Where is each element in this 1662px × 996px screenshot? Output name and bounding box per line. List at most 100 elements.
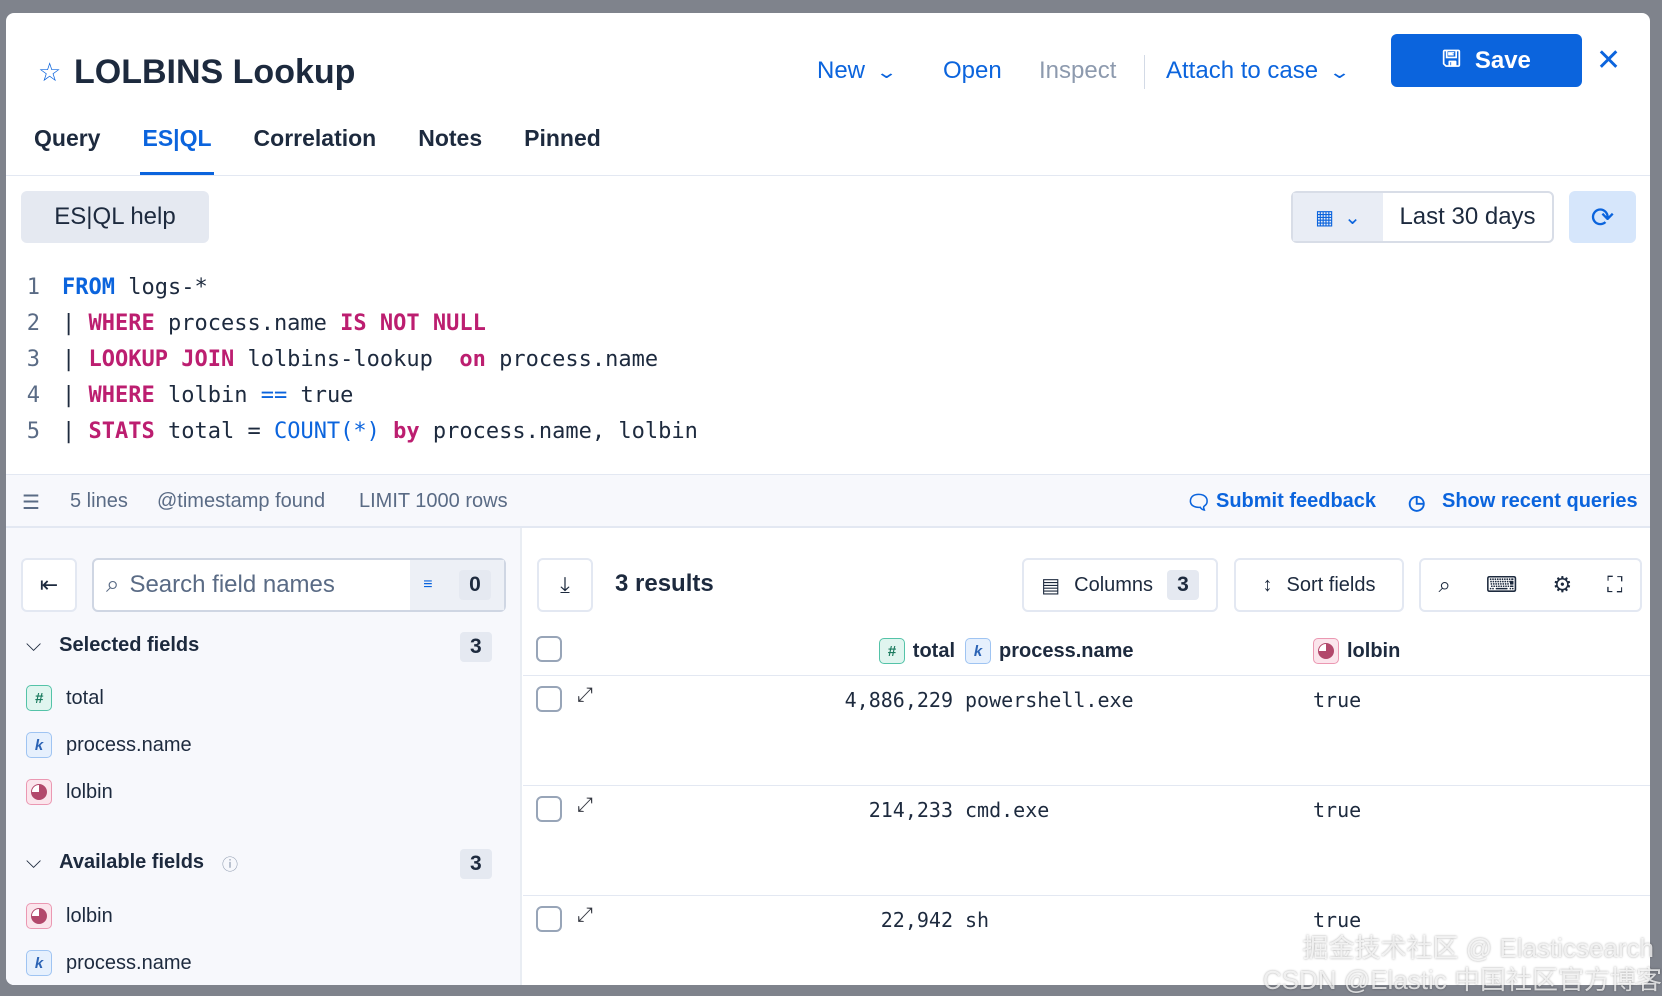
- columns-button[interactable]: ▤ Columns 3: [1022, 558, 1218, 612]
- query-editor[interactable]: 1 FROM logs-* 2 | WHERE process.name IS NOT…: [6, 269, 698, 449]
- fullscreen-icon[interactable]: ⛶: [1607, 572, 1623, 597]
- code-token: |: [62, 310, 89, 336]
- filter-icon: ≡: [423, 576, 433, 593]
- search-icon[interactable]: ⌕: [1438, 572, 1451, 597]
- timestamp-status: @timestamp found: [157, 490, 326, 512]
- sort-icon: ↕: [1262, 573, 1273, 596]
- tab-query[interactable]: Query: [34, 125, 101, 151]
- field-name: lolbin: [66, 780, 113, 803]
- download-button[interactable]: ⤓: [537, 558, 593, 612]
- row-checkbox[interactable]: [536, 906, 562, 932]
- feedback-icon[interactable]: 🗨: [1186, 492, 1212, 514]
- code-line[interactable]: 3 | LOOKUP JOIN lolbins-lookup on process…: [6, 341, 698, 377]
- field-item[interactable]: lolbin: [26, 903, 113, 929]
- show-recent-queries-link[interactable]: Show recent queries: [1442, 490, 1638, 512]
- code-line[interactable]: 1 FROM logs-*: [6, 269, 698, 305]
- tab-notes[interactable]: Notes: [418, 125, 483, 151]
- cell-lolbin: true: [1313, 798, 1362, 822]
- esql-help-button[interactable]: ES|QL help: [21, 191, 209, 243]
- display-settings-icon[interactable]: ⚙: [1552, 572, 1573, 597]
- row-checkbox[interactable]: [536, 796, 562, 822]
- cell-process-name: sh: [965, 908, 990, 932]
- collapse-icon: ⇤: [39, 572, 59, 597]
- submit-feedback-link[interactable]: Submit feedback: [1216, 490, 1377, 512]
- code-token: WHERE: [88, 382, 155, 408]
- refresh-button[interactable]: ⟳: [1569, 191, 1636, 243]
- date-range[interactable]: Last 30 days: [1399, 203, 1536, 230]
- field-name: process.name: [66, 951, 192, 974]
- sort-fields-button[interactable]: ↕ Sort fields: [1234, 558, 1404, 612]
- keyword-type-icon: k: [26, 732, 52, 758]
- divider: [6, 175, 1650, 176]
- select-all-checkbox[interactable]: [536, 636, 562, 662]
- column-header-total[interactable]: # total: [853, 638, 955, 664]
- code-token: process.name: [485, 346, 659, 372]
- line-number: 3: [26, 346, 40, 372]
- history-icon[interactable]: ◷: [1408, 492, 1426, 514]
- tab-pinned[interactable]: Pinned: [524, 125, 601, 151]
- field-sidebar: ⇤ ⌕ Search field names ≡ 0 ⌵ Selected field…: [6, 528, 522, 985]
- code-token: logs-*: [114, 274, 208, 300]
- header-label: lolbin: [1347, 639, 1401, 662]
- code-line[interactable]: 2 | WHERE process.name IS NOT NULL: [6, 305, 698, 341]
- results-grid: ⤓ 3 results ▤ Columns 3 ↕ Sort fields ⌕ ⌨ ⚙ ⛶ …: [523, 528, 1650, 985]
- search-field-names[interactable]: ⌕ Search field names ≡ 0: [92, 558, 506, 612]
- help-icon[interactable]: ⓘ: [222, 857, 239, 874]
- field-item[interactable]: k process.name: [26, 950, 192, 976]
- row-checkbox[interactable]: [536, 686, 562, 712]
- code-token: |: [62, 382, 89, 408]
- field-name: total: [66, 686, 104, 709]
- save-icon: 🖫: [1442, 45, 1461, 71]
- table-icon: ▤: [1041, 574, 1061, 597]
- calendar-icon[interactable]: ▦ ⌄: [1293, 193, 1383, 241]
- columns-label: Columns: [1074, 573, 1154, 596]
- attach-to-case-button[interactable]: Attach to case ⌄: [1166, 57, 1351, 85]
- line-number: 2: [26, 310, 40, 336]
- table-row[interactable]: ⤢ 4,886,229 powershell.exe true: [523, 675, 1650, 785]
- collapse-sidebar-button[interactable]: ⇤: [21, 558, 77, 612]
- inspect-button[interactable]: Inspect: [1039, 57, 1117, 84]
- open-button[interactable]: Open: [943, 57, 1002, 84]
- boolean-type-icon: [26, 903, 52, 929]
- new-button[interactable]: New ⌄: [817, 57, 898, 85]
- field-item[interactable]: lolbin: [26, 779, 113, 805]
- favorite-star-icon[interactable]: ☆: [38, 57, 62, 87]
- table-row[interactable]: ⤢ 214,233 cmd.exe true: [523, 785, 1650, 895]
- chevron-down-icon: ⌄: [1344, 206, 1361, 229]
- search-input[interactable]: Search field names: [129, 571, 335, 598]
- page-title: LOLBINS Lookup: [74, 53, 356, 91]
- code-line[interactable]: 4 | WHERE lolbin == true: [6, 377, 698, 413]
- wrap-lines-icon[interactable]: ☰: [22, 492, 40, 514]
- code-token: STATS: [88, 418, 155, 444]
- code-line[interactable]: 5 | STATS total = COUNT(*) by process.nam…: [6, 413, 698, 449]
- keyboard-icon[interactable]: ⌨: [1485, 572, 1518, 597]
- available-fields-toggle[interactable]: ⌵ Available fields ⓘ: [26, 851, 238, 875]
- field-item[interactable]: # total: [26, 685, 104, 711]
- selected-fields-toggle[interactable]: ⌵ Selected fields: [26, 634, 199, 657]
- code-token: FROM: [62, 274, 115, 300]
- number-type-icon: #: [26, 685, 52, 711]
- expand-icon[interactable]: ⤢: [577, 904, 593, 926]
- expand-icon[interactable]: ⤢: [577, 794, 593, 816]
- column-header-process-name[interactable]: k process.name: [965, 638, 1134, 664]
- date-picker[interactable]: ▦ ⌄ Last 30 days: [1291, 191, 1554, 243]
- filter-count: 0: [459, 570, 491, 600]
- tab-correlation[interactable]: Correlation: [253, 125, 377, 151]
- table-row[interactable]: ⤢ 22,942 sh true: [523, 895, 1650, 985]
- code-token: |: [62, 346, 89, 372]
- expand-icon[interactable]: ⤢: [577, 684, 593, 706]
- field-item[interactable]: k process.name: [26, 732, 192, 758]
- code-token: IS NOT NULL: [340, 310, 486, 336]
- cell-lolbin: true: [1313, 908, 1362, 932]
- column-header-lolbin[interactable]: lolbin: [1313, 638, 1400, 664]
- timeline-modal: ☆ LOLBINS Lookup New ⌄ Open Inspect Attac…: [6, 13, 1650, 985]
- editor-footer: ☰ 5 lines @timestamp found LIMIT 1000 ro…: [6, 474, 1650, 528]
- save-button[interactable]: 🖫 Save: [1391, 34, 1582, 87]
- field-filter-button[interactable]: ≡ 0: [410, 560, 504, 610]
- columns-count: 3: [1167, 570, 1199, 600]
- keyword-type-icon: k: [965, 638, 991, 664]
- close-icon[interactable]: ✕: [1596, 44, 1622, 77]
- header-label: total: [912, 639, 955, 662]
- tab-esql[interactable]: ES|QL: [140, 125, 214, 175]
- watermark-line: CSDN @Elastic 中国社区官方博客: [1262, 965, 1662, 995]
